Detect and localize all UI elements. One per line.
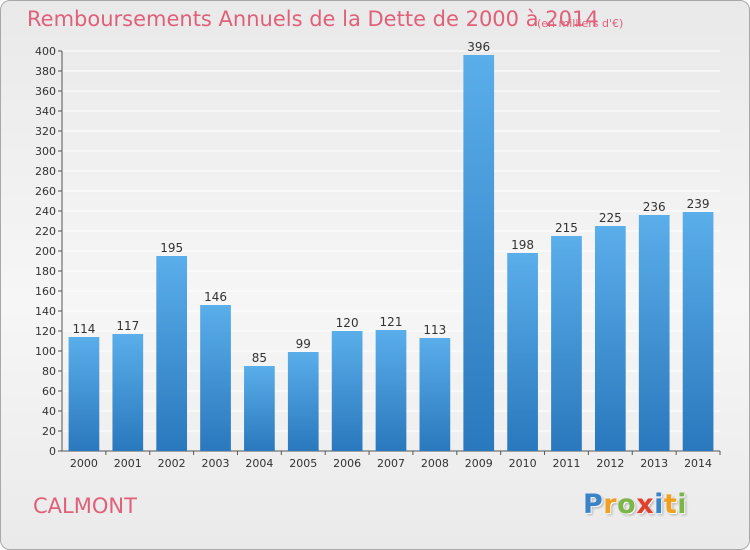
data-label: 117 [116,319,139,333]
y-tick-label: 320 [35,125,56,138]
data-label: 239 [687,197,710,211]
x-tick-label: 2013 [640,457,668,470]
bar-2008 [419,338,451,451]
x-tick-label: 2008 [421,457,449,470]
logo-letter: t [663,489,678,520]
y-tick-labels: 0 20 40 60 80 100 120 140 160 180 200 220 240 260 280 3… [35,45,56,458]
y-tick-label: 360 [35,85,56,98]
x-tick-label: 2002 [158,457,186,470]
y-tick-label: 20 [42,425,56,438]
bar-2006 [331,331,363,451]
bar-2010 [507,253,538,451]
bars [68,55,714,451]
chart-subtitle: (en milliers d'€) [537,17,624,30]
x-tick-label: 2006 [333,457,361,470]
logo-letter: i [677,489,688,520]
y-tick-label: 0 [49,445,56,458]
logo-letter: r [603,489,618,520]
data-label: 121 [380,315,403,329]
x-tick-label: 2012 [596,457,624,470]
logo-letter: o [617,489,637,520]
y-tick-label: 220 [35,225,56,238]
bar-2002 [156,256,188,451]
bar-2004 [244,366,275,451]
y-tick-label: 280 [35,165,56,178]
bar-2005 [287,352,319,451]
commune-name: CALMONT [33,494,137,518]
logo-letter: P [583,489,604,520]
bar-2003 [200,305,231,451]
x-tick-label: 2000 [70,457,98,470]
y-tick-label: 240 [35,205,56,218]
x-tick-labels: 2000 2001 2002 2003 2004 2005 2006 2007 2008 2009… [70,457,712,470]
logo-letter: i [654,489,664,520]
x-tick-label: 2005 [289,457,317,470]
y-tick-label: 400 [35,45,56,58]
x-tick-label: 2001 [114,457,142,470]
data-label: 195 [160,241,183,255]
bar-2007 [375,330,407,451]
y-tick-label: 380 [35,65,56,78]
chart-title: Remboursements Annuels de la Dette de 20… [27,7,599,31]
bar-2009 [463,55,495,451]
x-tick-label: 2007 [377,457,405,470]
data-label: 198 [511,238,534,252]
bar-2001 [112,334,144,451]
data-label: 99 [296,337,311,351]
data-label: 85 [252,351,267,365]
data-label: 120 [336,316,359,330]
x-tick-label: 2011 [552,457,580,470]
data-label: 396 [467,40,490,54]
y-tick-label: 300 [35,145,56,158]
data-label: 146 [204,290,227,304]
y-tick-label: 340 [35,105,56,118]
y-tick-label: 120 [35,325,56,338]
y-tick-label: 160 [35,285,56,298]
bar-2000 [68,337,100,451]
logo-letter: x [636,489,655,520]
y-tick-label: 100 [35,345,56,358]
data-label: 215 [555,221,578,235]
x-tick-label: 2004 [245,457,273,470]
x-tick-label: 2003 [202,457,230,470]
y-tick-label: 80 [42,365,56,378]
bar-2012 [594,226,626,451]
y-tick-label: 40 [42,405,56,418]
bar-2013 [638,215,670,451]
x-tick-label: 2014 [684,457,712,470]
y-tick-label: 140 [35,305,56,318]
bar-2014 [682,212,714,451]
x-tick-label: 2010 [509,457,537,470]
y-tick-label: 200 [35,245,56,258]
y-tick-label: 180 [35,265,56,278]
data-label: 113 [423,323,446,337]
data-label: 236 [643,200,666,214]
data-label: 114 [72,322,95,336]
data-labels: 114 117 195 146 85 99 120 121 113 396 198 215 225 236… [72,40,709,365]
data-label: 225 [599,211,622,225]
proxiti-logo: Proxiti [583,489,687,520]
bar-2011 [551,236,582,451]
x-tick-label: 2009 [465,457,493,470]
y-tick-label: 60 [42,385,56,398]
y-tick-label: 260 [35,185,56,198]
